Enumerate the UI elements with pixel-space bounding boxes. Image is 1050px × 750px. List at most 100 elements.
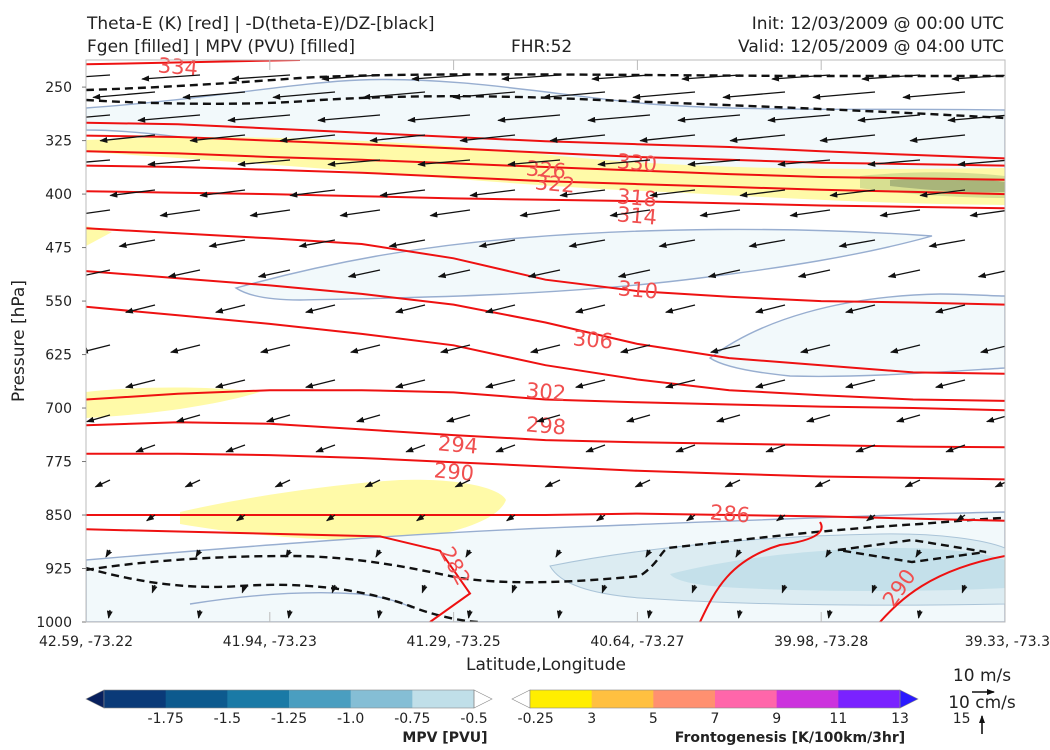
wind-vector <box>529 344 561 354</box>
wind-vector <box>591 74 651 82</box>
wind-vector <box>826 609 833 619</box>
theta-e-label: 286 <box>709 500 751 527</box>
colorbar-swatch <box>289 690 352 708</box>
wind-vector <box>331 584 338 594</box>
colorbar-tick-label: -1.0 <box>337 711 364 727</box>
init-time: Init: 12/03/2009 @ 00:00 UTC <box>751 14 1004 34</box>
colorbar-swatch <box>104 690 167 708</box>
wind-vector <box>167 269 201 279</box>
wind-vector <box>597 159 651 167</box>
stability-contour-top-2 <box>86 95 1005 120</box>
wind-vector <box>237 159 291 167</box>
wind-vector <box>556 609 563 619</box>
x-tick-label: 39.98, -73.28 <box>774 634 868 650</box>
wind-vector <box>405 444 426 453</box>
wind-vector <box>574 304 606 314</box>
wind-vector <box>86 159 111 163</box>
wind-vector <box>555 549 563 558</box>
colorbar-extend-right <box>473 689 493 709</box>
wind-vector <box>855 444 876 453</box>
wind-vector <box>687 159 741 167</box>
wind-vector <box>145 514 156 522</box>
colorbar-swatch <box>776 690 839 708</box>
wind-vector <box>189 134 246 143</box>
colorbar-tick-label: 13 <box>891 711 909 727</box>
wind-vector <box>707 269 741 279</box>
wind-vector <box>214 379 246 389</box>
wind-vector <box>507 159 561 167</box>
wind-vector <box>304 379 336 389</box>
wind-vector <box>452 91 516 100</box>
wind-vector <box>407 114 471 123</box>
wind-vector <box>376 609 383 619</box>
theta-e-label: 318 <box>616 184 658 211</box>
valid-time: Valid: 12/05/2009 @ 04:00 UTC <box>738 37 1004 57</box>
plot-frame <box>85 59 1006 623</box>
wind-vector <box>495 444 516 453</box>
wind-vector <box>646 609 653 619</box>
fgen-region-left-mid <box>86 387 260 418</box>
wind-vector <box>754 379 786 389</box>
wind-vectors <box>86 74 1010 619</box>
wind-vector <box>257 269 291 279</box>
fgen-core-inner <box>890 177 1005 193</box>
x-tick-label: 40.64, -73.27 <box>590 634 684 650</box>
wind-vector <box>159 209 201 218</box>
colorbar-swatch <box>412 690 475 708</box>
wind-vector <box>141 74 201 82</box>
wind-vector <box>685 514 696 522</box>
x-tick-label: 39.33, -73.3 <box>965 634 1050 650</box>
wind-vector <box>289 189 336 198</box>
wind-vector <box>151 584 158 594</box>
wind-vector <box>86 344 111 354</box>
x-tick-label: 41.29, -73.25 <box>407 634 501 650</box>
wind-vector <box>175 414 201 423</box>
wind-vector <box>454 479 471 488</box>
wind-vector <box>1006 550 1010 557</box>
wind-vector <box>677 114 741 123</box>
wind-vector <box>595 514 606 522</box>
wind-vector <box>105 549 113 558</box>
wind-vector <box>765 444 786 453</box>
y-axis: 250 325 400 475 550 625 700 775 850 925 1000 <box>36 80 86 631</box>
wind-vector <box>86 269 111 279</box>
wind-vector <box>86 74 111 78</box>
wind-vector <box>497 114 561 123</box>
y-tick-label: 925 <box>45 562 72 578</box>
wind-vector <box>147 159 201 167</box>
wind-vector <box>285 549 293 558</box>
wind-vector <box>199 189 246 198</box>
wind-vector <box>369 134 426 143</box>
wind-vector <box>321 74 381 82</box>
wind-vector <box>812 91 876 100</box>
colorbar-swatch <box>165 690 228 708</box>
wind-vector <box>182 91 246 100</box>
wind-key: 10 m/s 10 cm/s <box>948 666 1016 734</box>
wind-vector <box>214 304 246 314</box>
wind-vector <box>429 209 471 218</box>
wind-vector <box>951 74 1005 82</box>
wind-vector <box>915 549 923 558</box>
stability-contour-lower <box>86 516 1005 584</box>
wind-vector <box>231 74 291 82</box>
wind-vector <box>1009 610 1010 618</box>
wind-vector <box>99 134 156 143</box>
wind-vector <box>106 609 113 619</box>
wind-vector <box>469 189 516 198</box>
wind-vector <box>505 514 516 522</box>
wind-vector <box>775 514 786 522</box>
theta-e-label: 314 <box>616 202 658 229</box>
mpv-region-right <box>708 293 1005 378</box>
theta-e-contours <box>86 60 1005 622</box>
wind-vector <box>169 344 201 354</box>
wind-vector <box>459 134 516 143</box>
wind-vector <box>484 379 516 389</box>
wind-vector <box>349 344 381 354</box>
y-tick-label: 700 <box>45 401 72 417</box>
wind-vector <box>617 269 651 279</box>
wind-vector <box>109 189 156 198</box>
wind-vector <box>789 209 831 218</box>
wind-vector <box>916 609 923 619</box>
wind-vector <box>124 304 156 314</box>
